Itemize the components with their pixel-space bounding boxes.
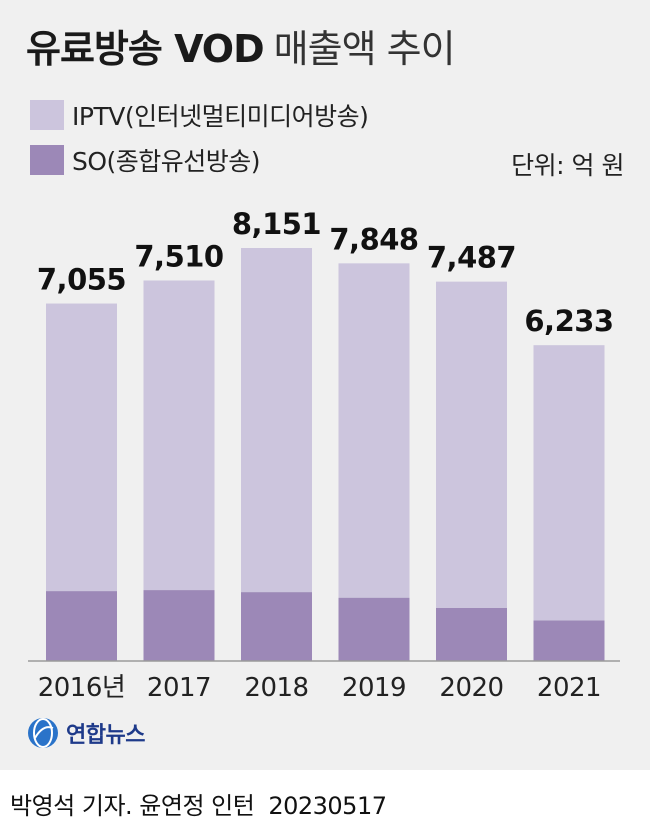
- credit-author: 박영석 기자. 윤연정 인턴: [10, 792, 255, 820]
- globe-icon: [28, 718, 58, 748]
- unit-label: 단위: 억 원: [511, 151, 624, 180]
- legend-label-iptv: IPTV(인터넷멀티미디어방송): [72, 102, 369, 131]
- x-tick-label-1: 2017: [147, 673, 211, 703]
- bar-total-label-1: 7,510: [134, 239, 223, 273]
- bar-total-label-3: 7,848: [329, 222, 418, 256]
- legend-swatch-iptv: [30, 100, 64, 130]
- legend-item-so: SO(종합유선방송): [30, 143, 261, 177]
- x-tick-label-2: 2018: [244, 673, 308, 703]
- bar-total-label-0: 7,055: [37, 263, 126, 297]
- credit-date: 20230517: [268, 792, 387, 820]
- bar-so-3: [338, 597, 410, 661]
- x-tick-label-4: 2020: [439, 673, 503, 703]
- bar-iptv-2: [241, 248, 312, 593]
- yonhap-logo: 연합뉴스: [26, 716, 145, 750]
- bar-total-label-4: 7,487: [427, 241, 516, 275]
- bar-so-2: [241, 592, 312, 661]
- bar-so-4: [436, 607, 507, 661]
- title-bold: 유료방송 VOD: [26, 27, 265, 71]
- legend-label-so: SO(종합유선방송): [72, 147, 261, 176]
- bar-iptv-1: [143, 280, 215, 591]
- bar-iptv-3: [338, 263, 410, 598]
- bar-total-label-5: 6,233: [524, 304, 613, 338]
- credit-line: 박영석 기자. 윤연정 인턴 20230517: [10, 786, 387, 821]
- logo-name: 연합뉴스: [66, 723, 145, 748]
- title-light: 매출액 추이: [273, 27, 456, 71]
- legend-swatch-so: [30, 145, 64, 175]
- x-tick-label-3: 2019: [342, 673, 406, 703]
- bar-total-label-2: 8,151: [232, 207, 321, 241]
- x-tick-label-5: 2021: [537, 673, 601, 703]
- legend-item-iptv: IPTV(인터넷멀티미디어방송): [30, 98, 369, 132]
- bar-iptv-5: [533, 345, 605, 621]
- chart-title: 유료방송 VOD 매출액 추이: [26, 26, 456, 72]
- bar-iptv-0: [46, 303, 117, 592]
- bar-chart: 7,055 2016년 7,510 2017 8,151 2018 7,848 2019 7,4…: [28, 207, 620, 703]
- bar-so-1: [143, 590, 215, 661]
- bar-so-5: [533, 620, 605, 661]
- x-tick-label-0: 2016년: [38, 673, 126, 703]
- bar-iptv-4: [436, 281, 507, 608]
- bar-so-0: [46, 591, 117, 661]
